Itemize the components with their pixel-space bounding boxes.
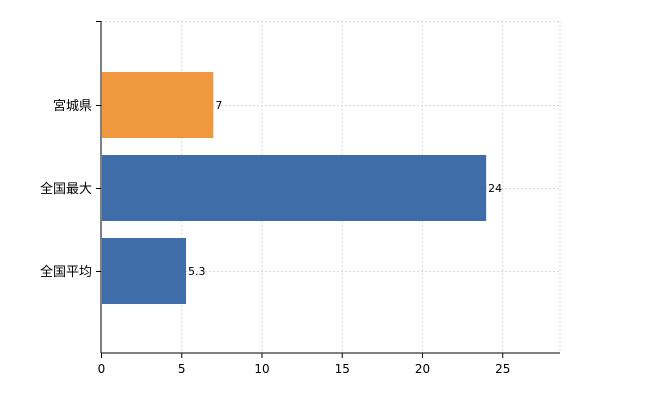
x-tick-label: 5 bbox=[178, 362, 186, 376]
axes bbox=[100, 21, 560, 354]
x-tick-label: 0 bbox=[98, 362, 106, 376]
bar-1 bbox=[102, 72, 214, 138]
data-label: 7 bbox=[215, 99, 222, 112]
labels: 宮城県 7 全国最大 24 全国平均 5.3 bbox=[40, 98, 502, 280]
data-label: 24 bbox=[488, 182, 502, 195]
category-label: 全国平均 bbox=[40, 264, 92, 280]
bar-2 bbox=[102, 155, 487, 221]
data-label: 5.3 bbox=[188, 265, 206, 278]
bar-3 bbox=[102, 238, 187, 304]
x-tick-label: 20 bbox=[415, 362, 430, 376]
x-axis-ticks: 0 5 10 15 20 25 bbox=[96, 21, 510, 376]
x-tick-label: 10 bbox=[254, 362, 269, 376]
category-label: 宮城県 bbox=[53, 98, 92, 114]
bars bbox=[102, 72, 487, 304]
x-tick-label: 15 bbox=[335, 362, 350, 376]
x-tick-label: 25 bbox=[495, 362, 510, 376]
category-label: 全国最大 bbox=[40, 181, 92, 197]
